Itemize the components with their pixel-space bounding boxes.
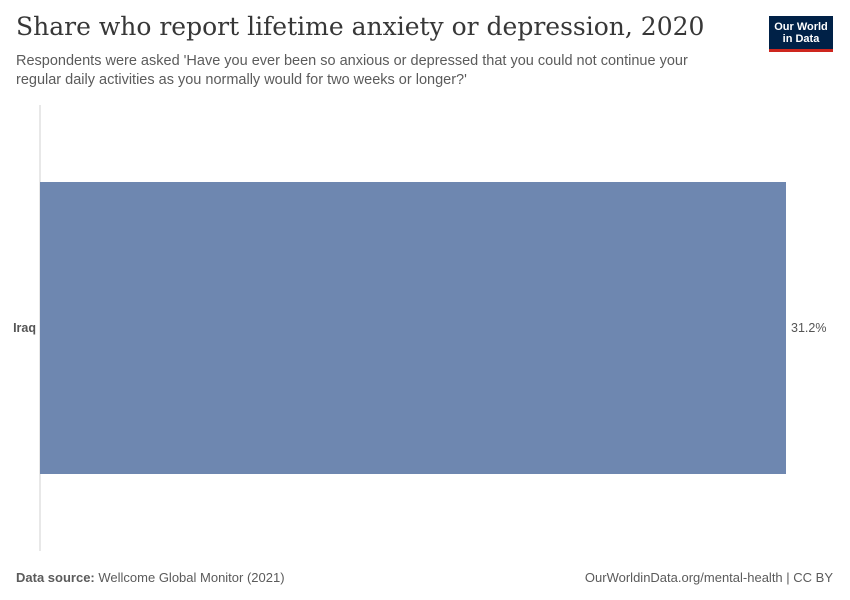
data-source-value: Wellcome Global Monitor (2021) xyxy=(98,570,285,585)
owid-logo[interactable]: Our World in Data xyxy=(769,16,833,52)
bar-chart: Iraq 31.2% xyxy=(13,105,826,551)
url-license-link[interactable]: OurWorldinData.org/mental-health | CC BY xyxy=(584,570,833,585)
logo-line-1: Our World xyxy=(774,21,828,33)
chart-title: Share who report lifetime anxiety or dep… xyxy=(16,12,705,41)
chart-subtitle: Respondents were asked 'Have you ever be… xyxy=(16,53,688,88)
value-label: 31.2% xyxy=(791,321,826,335)
logo-line-2: in Data xyxy=(782,33,820,45)
bar-iraq[interactable] xyxy=(40,182,786,474)
data-source: Data source: Wellcome Global Monitor (20… xyxy=(16,570,285,585)
data-source-label: Data source: xyxy=(16,570,95,585)
category-label: Iraq xyxy=(13,321,36,335)
